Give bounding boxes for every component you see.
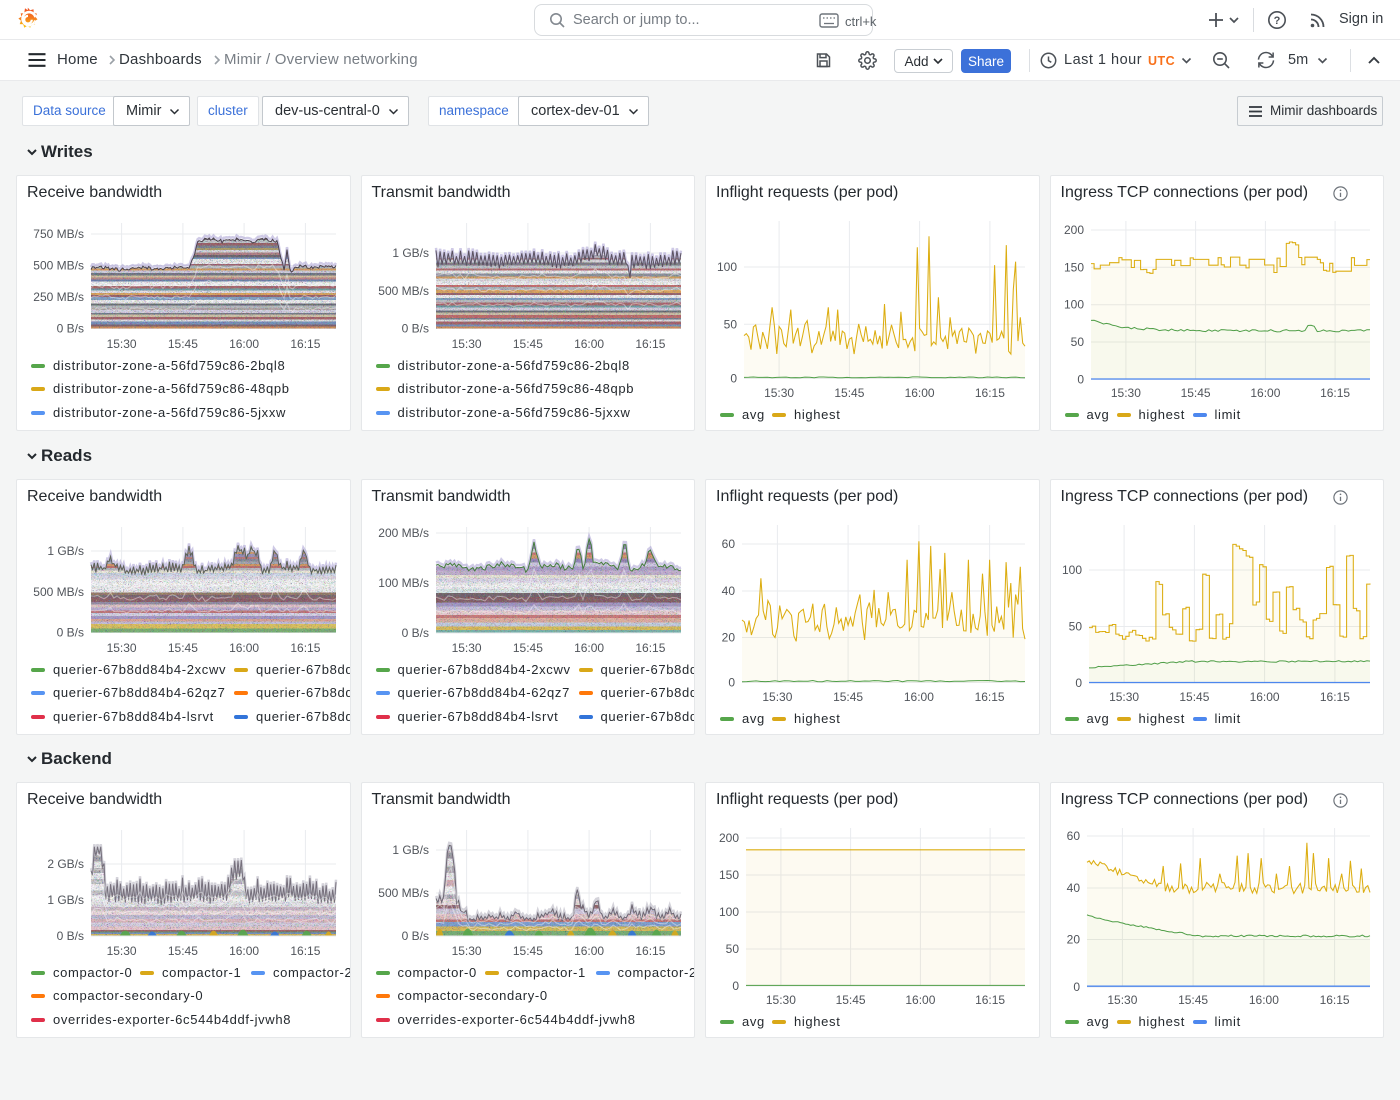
svg-text:15:45: 15:45 [168, 944, 198, 958]
svg-text:16:00: 16:00 [229, 944, 259, 958]
svg-text:15:45: 15:45 [512, 641, 542, 655]
svg-text:16:00: 16:00 [904, 690, 934, 704]
svg-text:16:15: 16:15 [290, 944, 320, 958]
svg-text:15:30: 15:30 [766, 993, 796, 1007]
svg-text:16:15: 16:15 [635, 337, 665, 351]
svg-text:20: 20 [722, 631, 736, 645]
svg-text:15:30: 15:30 [764, 386, 794, 400]
svg-text:100: 100 [717, 260, 737, 274]
svg-text:40: 40 [1066, 881, 1080, 895]
svg-text:15:30: 15:30 [1109, 690, 1139, 704]
svg-text:200: 200 [719, 831, 739, 845]
svg-text:15:30: 15:30 [107, 944, 137, 958]
svg-text:15:45: 15:45 [836, 993, 866, 1007]
svg-text:40: 40 [722, 584, 736, 598]
svg-text:15:30: 15:30 [107, 641, 137, 655]
svg-text:15:30: 15:30 [1110, 386, 1140, 400]
svg-text:150: 150 [1063, 260, 1083, 274]
svg-text:1 GB/s: 1 GB/s [47, 544, 84, 558]
svg-text:16:00: 16:00 [574, 944, 604, 958]
svg-text:50: 50 [1068, 620, 1082, 634]
svg-text:16:15: 16:15 [975, 386, 1005, 400]
svg-text:2 GB/s: 2 GB/s [47, 857, 84, 871]
svg-text:15:30: 15:30 [451, 337, 481, 351]
svg-text:0 B/s: 0 B/s [57, 929, 84, 943]
svg-text:16:15: 16:15 [975, 993, 1005, 1007]
svg-text:15:45: 15:45 [1179, 690, 1209, 704]
svg-text:16:00: 16:00 [905, 993, 935, 1007]
svg-text:15:30: 15:30 [451, 944, 481, 958]
svg-text:0: 0 [1073, 980, 1080, 994]
svg-text:50: 50 [726, 942, 740, 956]
svg-text:0 B/s: 0 B/s [57, 322, 84, 336]
svg-text:500 MB/s: 500 MB/s [33, 585, 84, 599]
svg-text:100: 100 [1061, 563, 1081, 577]
svg-text:0 B/s: 0 B/s [401, 322, 428, 336]
svg-text:15:45: 15:45 [1178, 993, 1208, 1007]
svg-text:15:45: 15:45 [512, 337, 542, 351]
svg-text:16:15: 16:15 [635, 944, 665, 958]
svg-text:500 MB/s: 500 MB/s [378, 886, 429, 900]
svg-text:15:45: 15:45 [168, 337, 198, 351]
svg-text:16:15: 16:15 [635, 641, 665, 655]
svg-text:16:00: 16:00 [1248, 993, 1278, 1007]
svg-text:0: 0 [730, 372, 737, 386]
svg-text:100: 100 [719, 905, 739, 919]
svg-text:0: 0 [728, 676, 735, 690]
svg-text:16:15: 16:15 [1320, 386, 1350, 400]
svg-text:200: 200 [1063, 223, 1083, 237]
svg-text:60: 60 [1066, 829, 1080, 843]
svg-text:15:30: 15:30 [1107, 993, 1137, 1007]
svg-text:0: 0 [1077, 372, 1084, 386]
svg-text:16:00: 16:00 [905, 386, 935, 400]
svg-text:20: 20 [1066, 933, 1080, 947]
svg-text:500 MB/s: 500 MB/s [33, 259, 84, 273]
svg-text:15:30: 15:30 [762, 690, 792, 704]
svg-text:15:45: 15:45 [168, 641, 198, 655]
svg-text:16:00: 16:00 [1250, 386, 1280, 400]
svg-text:0 B/s: 0 B/s [401, 626, 428, 640]
svg-text:16:15: 16:15 [290, 641, 320, 655]
svg-text:?: ? [1274, 15, 1281, 27]
svg-text:0: 0 [732, 979, 739, 993]
svg-text:250 MB/s: 250 MB/s [33, 290, 84, 304]
svg-text:15:45: 15:45 [834, 386, 864, 400]
svg-text:15:45: 15:45 [512, 944, 542, 958]
svg-text:16:15: 16:15 [290, 337, 320, 351]
svg-text:15:45: 15:45 [833, 690, 863, 704]
svg-text:16:15: 16:15 [975, 690, 1005, 704]
svg-text:16:00: 16:00 [574, 337, 604, 351]
svg-text:100: 100 [1063, 298, 1083, 312]
svg-text:1 GB/s: 1 GB/s [392, 843, 429, 857]
svg-text:15:45: 15:45 [1180, 386, 1210, 400]
svg-text:16:00: 16:00 [229, 641, 259, 655]
svg-text:15:30: 15:30 [107, 337, 137, 351]
svg-text:16:00: 16:00 [229, 337, 259, 351]
svg-text:500 MB/s: 500 MB/s [378, 284, 429, 298]
svg-text:1 GB/s: 1 GB/s [392, 246, 429, 260]
svg-text:100 MB/s: 100 MB/s [378, 576, 429, 590]
svg-text:150: 150 [719, 868, 739, 882]
svg-text:15:30: 15:30 [451, 641, 481, 655]
svg-text:0 B/s: 0 B/s [57, 626, 84, 640]
svg-text:60: 60 [722, 537, 736, 551]
svg-text:0 B/s: 0 B/s [401, 929, 428, 943]
svg-text:750 MB/s: 750 MB/s [33, 227, 84, 241]
svg-text:50: 50 [724, 317, 738, 331]
svg-text:16:15: 16:15 [1319, 690, 1349, 704]
svg-text:16:00: 16:00 [1249, 690, 1279, 704]
svg-text:0: 0 [1075, 676, 1082, 690]
svg-text:50: 50 [1070, 335, 1084, 349]
svg-text:16:15: 16:15 [1319, 993, 1349, 1007]
svg-text:16:00: 16:00 [574, 641, 604, 655]
svg-text:200 MB/s: 200 MB/s [378, 526, 429, 540]
svg-text:1 GB/s: 1 GB/s [47, 893, 84, 907]
